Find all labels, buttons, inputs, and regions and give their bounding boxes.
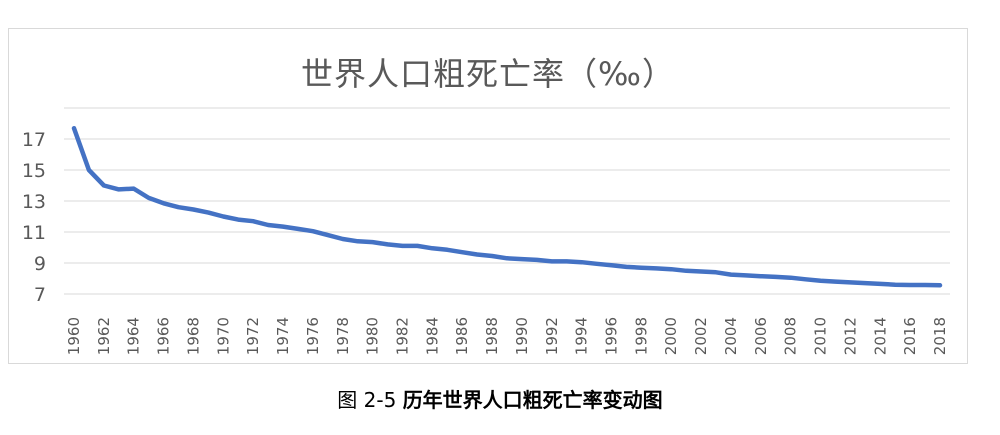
y-tick-label: 11 — [22, 222, 46, 244]
y-tick-label: 13 — [22, 191, 46, 213]
x-tick-label: 1988 — [483, 317, 501, 355]
x-tick-label: 1980 — [364, 317, 382, 355]
series-line — [71, 125, 943, 288]
x-tick-label: 1974 — [274, 317, 292, 355]
figure-caption-text: 历年世界人口粗死亡率变动图 — [402, 388, 663, 412]
x-tick-label: 2002 — [692, 317, 710, 355]
x-tick-label: 1990 — [513, 317, 531, 355]
x-tick-label: 1978 — [334, 317, 352, 355]
x-tick-label: 1994 — [573, 317, 591, 355]
chart-title: 世界人口粗死亡率（‰） — [301, 55, 675, 93]
x-tick-label: 2010 — [812, 317, 830, 355]
figure-caption-prefix: 图 2-5 — [337, 388, 403, 412]
x-tick-label: 2006 — [752, 317, 770, 355]
x-tick-label: 2004 — [722, 317, 740, 355]
x-tick-label: 2012 — [841, 317, 859, 355]
x-tick-label: 2014 — [871, 317, 889, 355]
x-tick-label: 1968 — [184, 317, 202, 355]
x-tick-label: 1986 — [453, 317, 471, 355]
y-tick-label: 15 — [22, 160, 46, 182]
x-tick-label: 1970 — [214, 317, 232, 355]
x-tick-label: 2000 — [662, 317, 680, 355]
chart-frame: 世界人口粗死亡率（‰） — [8, 28, 968, 364]
x-tick-label: 2008 — [782, 317, 800, 355]
x-tick-label: 1996 — [603, 317, 621, 355]
x-tick-label: 1966 — [155, 317, 173, 355]
x-tick-label: 1998 — [632, 317, 650, 355]
x-tick-label: 1976 — [304, 317, 322, 355]
y-tick-label: 9 — [34, 253, 46, 275]
x-tick-label: 2016 — [901, 317, 919, 355]
y-tick-label: 7 — [34, 284, 46, 306]
x-tick-label: 1962 — [95, 317, 113, 355]
x-tick-label: 1972 — [244, 317, 262, 355]
line-chart: 7 9 11 13 15 17 1960 1962 1964 1966 1968 1970 1972 19… — [22, 107, 950, 355]
x-tick-label: 1992 — [543, 317, 561, 355]
figure-caption: 图 2-5 历年世界人口粗死亡率变动图 — [0, 384, 1000, 413]
x-tick-label: 1984 — [423, 317, 441, 355]
y-tick-label: 17 — [22, 129, 46, 151]
x-tick-label: 2018 — [931, 317, 949, 355]
x-tick-label: 1960 — [65, 317, 83, 355]
x-tick-label: 1964 — [125, 317, 143, 355]
x-tick-label: 1982 — [393, 317, 411, 355]
